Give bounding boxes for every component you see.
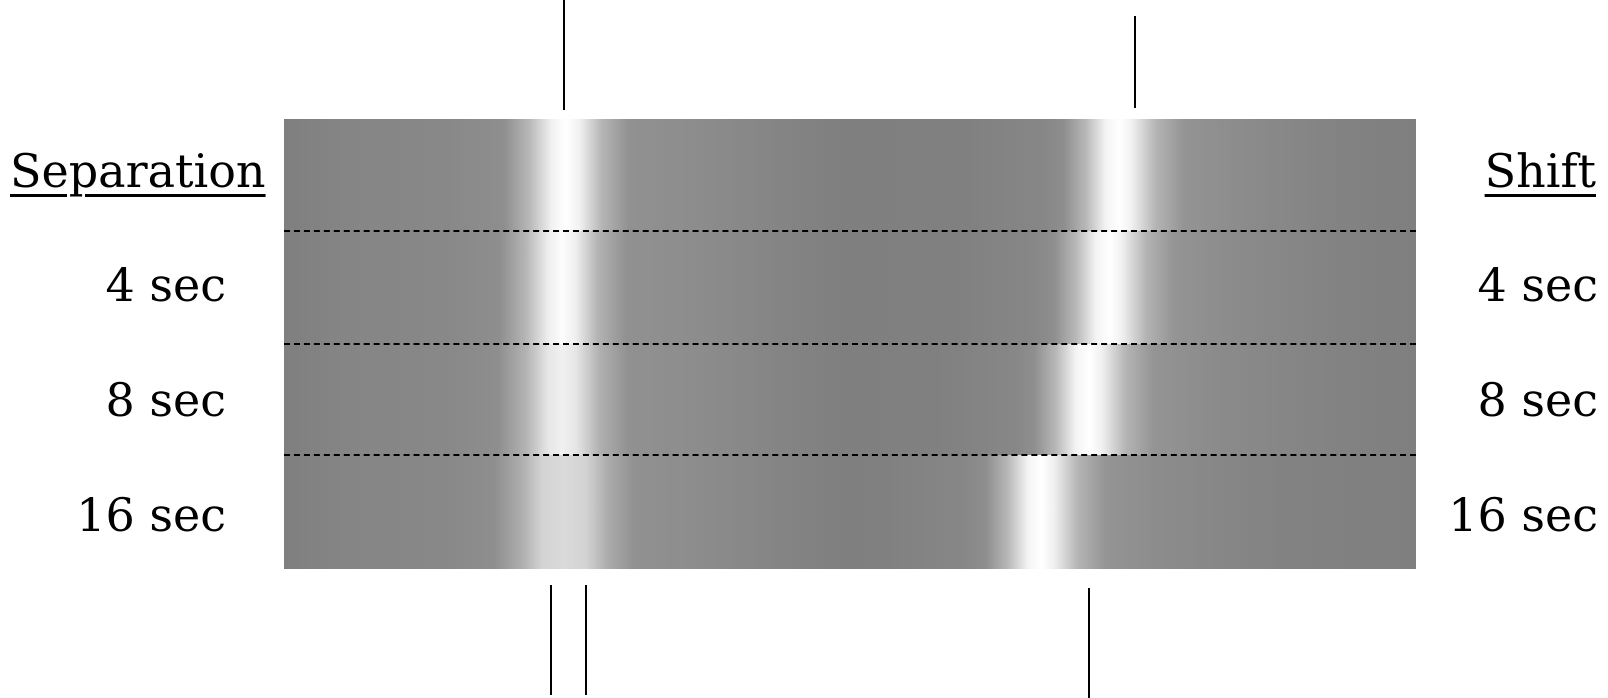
- shift-label-4: 4 sec: [1477, 258, 1598, 312]
- stimulus-band-16sec: [284, 455, 1416, 569]
- separation-label-16: 16 sec: [76, 488, 226, 542]
- stimulus-band-4sec: [284, 231, 1416, 344]
- stimulus-panel: [284, 119, 1416, 569]
- separation-label-4: 4 sec: [105, 258, 226, 312]
- shift-label-16: 16 sec: [1448, 488, 1598, 542]
- top-marker-left: [563, 0, 565, 110]
- shift-header: Shift: [1484, 144, 1596, 198]
- shift-label-8: 8 sec: [1477, 373, 1598, 427]
- row-divider: [284, 343, 1416, 345]
- bottom-marker-left-b: [585, 585, 587, 695]
- row-divider: [284, 454, 1416, 456]
- separation-label-8: 8 sec: [105, 373, 226, 427]
- separation-header: Separation: [10, 144, 266, 198]
- stimulus-band-8sec: [284, 344, 1416, 455]
- stimulus-band-reference: [284, 119, 1416, 231]
- top-marker-right: [1134, 16, 1136, 108]
- row-divider: [284, 230, 1416, 232]
- bottom-marker-left-a: [550, 585, 552, 695]
- bottom-marker-right: [1088, 588, 1090, 698]
